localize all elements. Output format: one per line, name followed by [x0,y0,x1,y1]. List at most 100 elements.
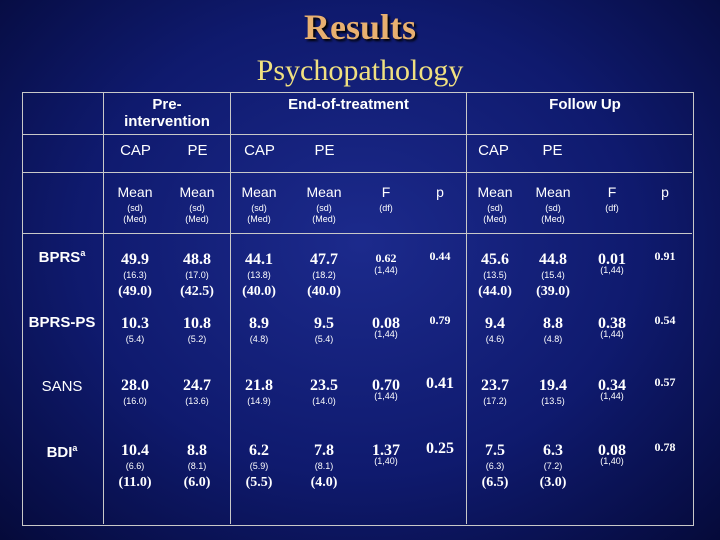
table-cell-value: 0.01 [598,251,626,268]
table-cell-sd: (17.2) [483,396,507,406]
subheader-sd: (sd) [189,203,205,213]
subheader-med: (Med) [123,214,147,224]
table-cell-value: 23.5 [310,377,338,394]
table-cell-median: (49.0) [118,284,152,299]
table-cell-value: 0.70 [372,377,400,394]
table-cell-median: (40.0) [307,284,341,299]
subheader-mean: Mean [241,184,277,200]
table-cell-value: 28.0 [121,377,149,394]
table-cell-sd: (5.2) [187,334,207,344]
table-cell-sd: (15.4) [541,270,565,280]
table-cell-value: 21.8 [245,377,273,394]
table-cell-value: 8.8 [187,442,207,459]
row-label-sans: SANS [41,378,83,395]
subheader-sd: (sd) [251,203,267,213]
row-label-bdi: BDIa [46,443,78,461]
col-pe-follow: PE [542,142,563,159]
subheader-med: (Med) [483,214,507,224]
col-cap-follow: CAP [478,142,509,159]
table-cell-sd: (6.6) [125,461,145,471]
table-cell-sd: (13.5) [483,270,507,280]
table-cell-sd: (13.6) [185,396,209,406]
subheader-df: (df) [605,203,619,213]
subheader-med: (Med) [541,214,565,224]
table-cell-median: (11.0) [118,475,152,490]
table-cell-value: 7.5 [485,442,505,459]
table-cell-sd: (14.0) [312,396,336,406]
table-frame [22,92,694,526]
group-follow-up: Follow Up [549,96,621,113]
table-cell-sd: (14.9) [247,396,271,406]
table-cell-value: 8.9 [249,315,269,332]
table-cell-sd: (1,40) [374,456,398,466]
table-cell-sd: (4.8) [543,334,563,344]
subheader-mean: Mean [535,184,571,200]
table-cell-sd: (7.2) [543,461,563,471]
table-cell-value: 44.1 [245,251,273,268]
table-cell-value: 48.8 [183,251,211,268]
table-cell-median: (44.0) [478,284,512,299]
subheader-sd: (sd) [545,203,561,213]
table-cell-sd: (8.1) [187,461,207,471]
subheader-sd: (sd) [316,203,332,213]
table-cell-value: 8.8 [543,315,563,332]
table-cell-median: (3.0) [539,475,567,490]
subheader-mean: Mean [117,184,153,200]
subheader-mean: Mean [179,184,215,200]
table-cell-sd: (8.1) [314,461,334,471]
table-cell-sd: (4.8) [249,334,269,344]
table-cell-value: 19.4 [539,377,567,394]
table-cell-median: (40.0) [242,284,276,299]
subheader-med: (Med) [312,214,336,224]
table-cell-sd: (13.8) [247,270,271,280]
group-pre-line2: intervention [124,113,210,130]
subheader-med: (Med) [247,214,271,224]
column-divider [466,92,467,524]
table-cell-value: 6.2 [249,442,269,459]
subheader-p: p [661,184,669,200]
col-pe-end: PE [314,142,335,159]
table-cell-sd: (5.4) [125,334,145,344]
row-label-bprs-ps: BPRS-PS [28,314,96,331]
col-cap-pre: CAP [120,142,151,159]
row-label-bprs: BPRSa [38,248,86,266]
table-cell-value: 0.44 [429,249,451,263]
table-cell-value: 9.4 [485,315,505,332]
table-cell-value: 49.9 [121,251,149,268]
header-divider [22,172,692,173]
table-cell-value: 23.7 [481,377,509,394]
table-cell-median: (6.0) [183,475,211,490]
table-cell-sd: (17.0) [185,270,209,280]
table-cell-sd: (18.2) [312,270,336,280]
table-cell-median: (39.0) [536,284,570,299]
header-divider [22,134,692,135]
table-cell-value: 0.62 [375,251,397,265]
table-cell-value: 1.37 [372,442,400,459]
table-cell-sd: (1,44) [374,391,398,401]
table-cell-value: 0.08 [598,442,626,459]
table-cell-value: 0.25 [426,440,454,457]
table-cell-sd: (1,44) [374,265,398,275]
table-cell-sd: (1,40) [600,456,624,466]
table-cell-sd: (4.6) [485,334,505,344]
subheader-p: p [436,184,444,200]
table-cell-value: 0.41 [426,375,454,392]
table-cell-sd: (13.5) [541,396,565,406]
subheader-mean: Mean [306,184,342,200]
col-cap-end: CAP [244,142,275,159]
table-cell-sd: (5.4) [314,334,334,344]
table-cell-value: 9.5 [314,315,334,332]
table-cell-value: 10.4 [121,442,149,459]
slide-subtitle: Psychopathology [256,54,464,87]
subheader-sd: (sd) [127,203,143,213]
table-cell-sd: (16.0) [123,396,147,406]
table-cell-value: 44.8 [539,251,567,268]
table-cell-value: 0.91 [654,249,676,263]
table-cell-value: 24.7 [183,377,211,394]
table-cell-value: 7.8 [314,442,334,459]
header-divider [22,233,692,234]
table-cell-value: 10.8 [183,315,211,332]
table-cell-value: 0.08 [372,315,400,332]
table-cell-median: (6.5) [481,475,509,490]
subheader-df: (df) [379,203,393,213]
